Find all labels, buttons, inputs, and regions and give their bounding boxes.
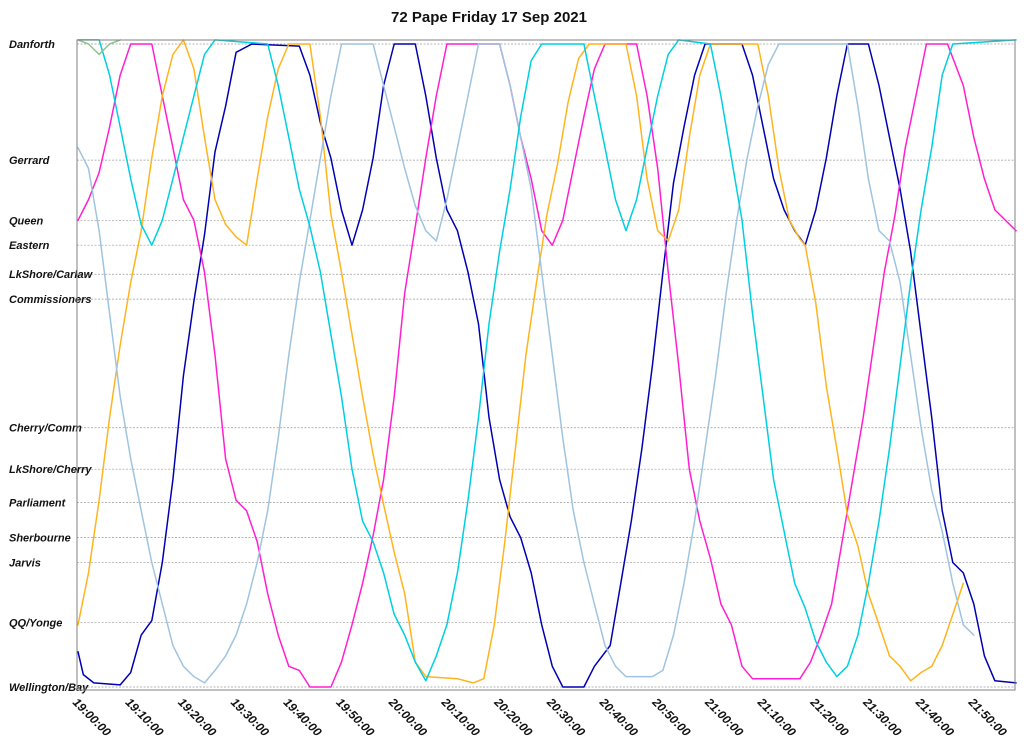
- stop-label: Danforth: [9, 39, 55, 51]
- time-tick-label: 20:50:00: [649, 695, 694, 740]
- time-tick-label: 19:50:00: [333, 695, 377, 739]
- stop-label: Sherbourne: [9, 533, 71, 545]
- time-tick-label: 21:50:00: [965, 695, 1010, 740]
- trip-line: [77, 39, 1017, 682]
- stop-label: LkShore/Carlaw: [9, 269, 94, 281]
- time-tick-label: 20:20:00: [491, 695, 536, 740]
- stop-label: Jarvis: [9, 558, 41, 570]
- time-tick-label: 21:30:00: [860, 695, 905, 740]
- trip-line: [77, 39, 965, 684]
- time-tick-label: 19:20:00: [175, 695, 219, 739]
- stop-label: QQ/Yonge: [9, 618, 62, 630]
- stop-labels: Danforth Gerrard Queen Eastern LkShore/Carla…: [9, 39, 94, 694]
- stop-label: Eastern: [9, 240, 50, 252]
- trip-line: [77, 43, 1017, 688]
- time-tick-label: 19:40:00: [281, 695, 325, 739]
- trip-lines: [77, 39, 1017, 688]
- trip-line: [77, 43, 975, 684]
- plot-frame: [76, 39, 1016, 691]
- time-axis-labels: 19:00:00 19:10:00 19:20:00 19:30:00 19:40:00…: [70, 695, 1010, 740]
- stop-label: LkShore/Cherry: [9, 464, 92, 476]
- stop-label: Wellington/Bay: [9, 682, 89, 694]
- time-tick-label: 19:10:00: [123, 695, 167, 739]
- stop-label: Gerrard: [9, 155, 50, 167]
- trip-line: [77, 43, 1017, 688]
- stop-label: Commissioners: [9, 294, 92, 306]
- time-tick-label: 20:00:00: [385, 695, 430, 740]
- stop-label: Parliament: [9, 497, 67, 509]
- time-tick-label: 21:40:00: [912, 695, 957, 740]
- time-tick-label: 19:30:00: [228, 695, 272, 739]
- time-tick-label: 20:10:00: [438, 695, 483, 740]
- time-tick-label: 19:00:00: [70, 695, 114, 739]
- chart-title: 72 Pape Friday 17 Sep 2021: [391, 9, 587, 26]
- time-tick-label: 21:10:00: [754, 695, 799, 740]
- stop-label: Cherry/Comm: [9, 423, 82, 435]
- time-tick-label: 21:20:00: [807, 695, 852, 740]
- time-tick-label: 20:30:00: [543, 695, 588, 740]
- grid-layer: [77, 43, 1015, 688]
- time-tick-label: 21:00:00: [702, 695, 747, 740]
- trip-line: [77, 39, 121, 56]
- time-tick-label: 20:40:00: [596, 695, 641, 740]
- stop-label: Queen: [9, 215, 44, 227]
